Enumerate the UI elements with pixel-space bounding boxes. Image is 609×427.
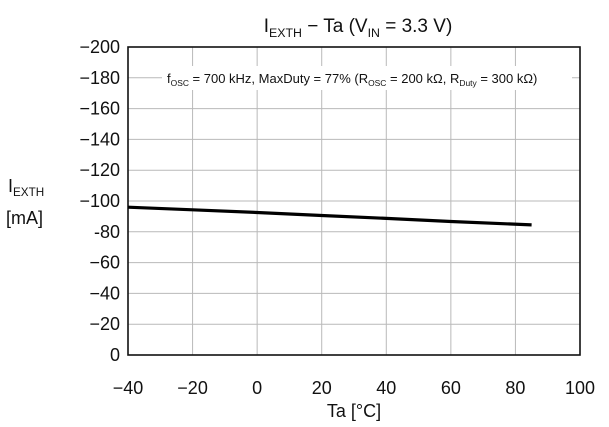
y-tick-label: −200 xyxy=(79,37,120,57)
y-tick-label: −160 xyxy=(79,99,120,119)
y-tick-label: −140 xyxy=(79,129,120,149)
x-tick-label: 0 xyxy=(252,378,262,398)
annotation-box xyxy=(162,66,572,90)
annotation-text: fOSC = 700 kHz, MaxDuty = 77% (ROSC = 20… xyxy=(167,71,537,88)
y-tick-label: −120 xyxy=(79,160,120,180)
series-line xyxy=(127,205,532,227)
chart-title: IEXTH − Ta (VIN = 3.3 V) xyxy=(264,16,453,40)
y-axis-unit: [mA] xyxy=(6,208,43,228)
x-tick-label: 60 xyxy=(441,378,461,398)
x-axis-label: Ta [°C] xyxy=(327,401,381,421)
plot-frame xyxy=(127,46,581,356)
series-group xyxy=(127,205,532,227)
y-tick-label: −20 xyxy=(89,314,120,334)
y-tick-label: −60 xyxy=(89,253,120,273)
x-tick-label: 40 xyxy=(376,378,396,398)
y-tick-label: 0 xyxy=(110,345,120,365)
y-tick-label: −100 xyxy=(79,191,120,211)
x-tick-label: 80 xyxy=(505,378,525,398)
y-axis-label: IEXTH xyxy=(8,176,44,199)
x-tick-labels: −40 −20 0 20 40 60 80 100 xyxy=(113,378,595,398)
y-tick-label: −40 xyxy=(89,283,120,303)
x-tick-label: −40 xyxy=(113,378,144,398)
y-tick-labels: −200−180−160−140−120−100-80−60−40−200 xyxy=(79,37,120,365)
x-tick-label: −20 xyxy=(177,378,208,398)
x-tick-label: 20 xyxy=(312,378,332,398)
x-tick-label: 100 xyxy=(565,378,595,398)
y-tick-label: -80 xyxy=(94,222,120,242)
y-tick-label: −180 xyxy=(79,68,120,88)
gridlines xyxy=(128,47,580,355)
